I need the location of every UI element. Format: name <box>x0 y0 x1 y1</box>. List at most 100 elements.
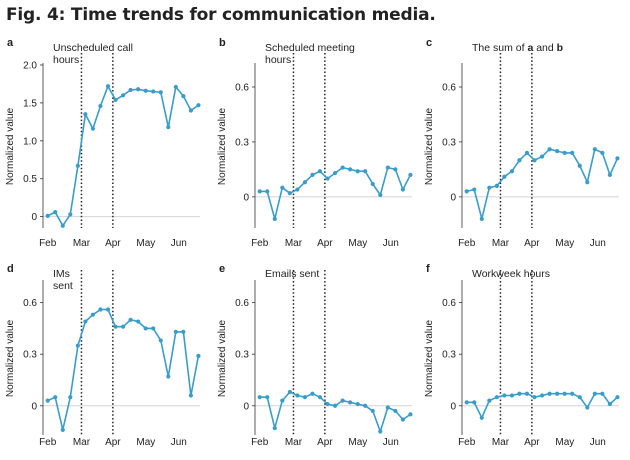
x-tick-label: May <box>348 238 367 249</box>
y-tick-label: 0.3 <box>235 350 249 361</box>
data-point <box>600 150 605 156</box>
data-point <box>136 87 141 92</box>
data-point <box>363 169 368 174</box>
y-tick-label: 1.0 <box>23 136 37 147</box>
data-point <box>592 147 597 152</box>
x-tick-label: Feb <box>39 238 57 249</box>
data-point <box>83 319 88 324</box>
data-point <box>265 395 270 400</box>
data-point <box>385 165 390 170</box>
data-point <box>494 395 499 400</box>
data-point <box>173 329 178 334</box>
data-point <box>585 405 590 410</box>
panel-title-line: Scheduled meeting <box>265 42 355 54</box>
data-point <box>378 192 383 198</box>
x-tick-label: Apr <box>524 437 540 448</box>
data-point <box>113 97 118 102</box>
data-point <box>105 84 111 89</box>
data-point <box>539 154 545 159</box>
y-tick-label: 0 <box>450 192 456 203</box>
data-point <box>532 395 537 400</box>
data-point <box>280 398 285 403</box>
data-point <box>385 405 390 410</box>
data-point <box>585 180 590 185</box>
figure-title: Fig. 4: Time trends for communication me… <box>6 5 436 25</box>
data-point <box>158 338 163 343</box>
panel-letter: b <box>219 37 226 49</box>
x-tick-label: Mar <box>285 238 303 249</box>
x-tick-label: Apr <box>317 238 333 249</box>
data-point <box>287 389 292 395</box>
data-point <box>408 172 413 177</box>
data-point <box>60 427 65 432</box>
series-line <box>466 148 619 220</box>
x-tick-label: Jun <box>383 437 399 448</box>
panel-c: c The sum of a and b 0 0.3 0.6 Normalized val… <box>424 37 620 249</box>
series-line <box>47 85 199 227</box>
data-point <box>340 165 345 170</box>
data-point <box>196 103 201 108</box>
data-point <box>90 312 96 317</box>
data-point <box>615 395 620 400</box>
data-point <box>60 223 65 228</box>
data-point <box>393 408 398 414</box>
data-point <box>325 401 330 407</box>
panel-title-line: hours <box>265 54 291 66</box>
y-tick-label: 0 <box>243 192 249 203</box>
data-point <box>607 172 612 177</box>
data-point <box>257 395 262 400</box>
data-point <box>83 112 88 117</box>
x-tick-label: Mar <box>73 238 91 249</box>
data-point <box>577 395 582 400</box>
panel-letter: c <box>426 37 432 49</box>
data-point <box>494 183 499 188</box>
y-tick-label: 0.6 <box>235 298 249 309</box>
data-point <box>615 156 620 161</box>
series-line <box>259 166 412 220</box>
y-tick-label: 0.6 <box>442 82 456 93</box>
data-point <box>113 324 118 329</box>
data-point <box>577 163 582 168</box>
data-point <box>265 189 270 194</box>
data-point <box>332 170 338 176</box>
data-point <box>68 212 73 217</box>
series-line <box>259 391 411 433</box>
panel-title-line: Unscheduled call <box>53 42 133 54</box>
panel-title-line: Emails sent <box>265 268 319 280</box>
data-point <box>570 391 575 396</box>
data-point <box>472 187 477 192</box>
panel-letter: d <box>7 263 14 275</box>
data-point <box>295 393 300 398</box>
data-point <box>464 189 469 194</box>
data-point <box>570 150 575 156</box>
data-point <box>532 158 537 163</box>
data-point <box>502 393 507 398</box>
data-point <box>400 417 405 422</box>
data-point <box>332 403 338 408</box>
x-tick-label: Jun <box>171 437 187 448</box>
y-tick-label: 0.6 <box>235 82 249 93</box>
y-axis-label: Normalized value <box>217 319 228 397</box>
panel-letter: e <box>219 263 225 275</box>
y-tick-label: 0 <box>450 401 456 412</box>
data-point <box>539 393 545 398</box>
data-point <box>143 326 148 331</box>
data-point <box>555 391 560 396</box>
data-point <box>509 393 515 398</box>
data-point <box>400 187 405 192</box>
x-tick-label: Mar <box>492 238 510 249</box>
y-tick-label: 0 <box>31 212 37 223</box>
data-point <box>487 185 492 190</box>
data-point <box>592 391 597 396</box>
data-point <box>287 191 292 196</box>
data-point <box>302 180 308 185</box>
data-point <box>547 391 552 396</box>
data-point <box>472 400 477 405</box>
panel-title: The sum of a and b <box>472 42 563 54</box>
y-tick-label: 0 <box>31 401 37 412</box>
data-point <box>272 216 277 221</box>
panel-letter: a <box>7 37 14 49</box>
x-tick-label: May <box>555 437 574 448</box>
y-tick-label: 1.5 <box>23 98 37 109</box>
